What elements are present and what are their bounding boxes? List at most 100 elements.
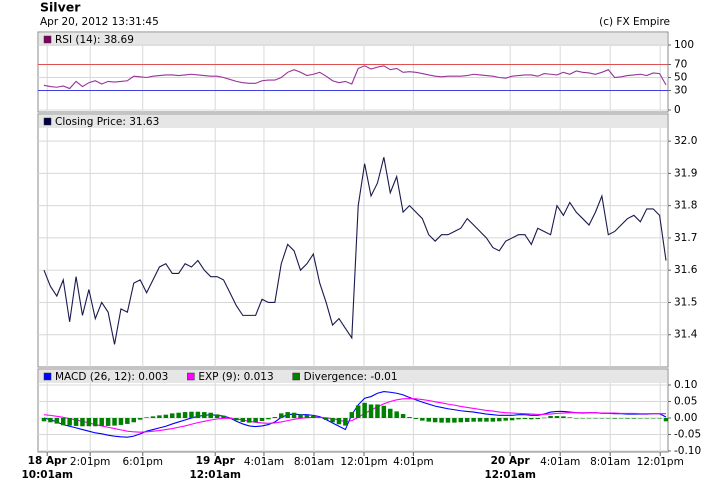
bar — [529, 418, 534, 420]
bar — [400, 414, 406, 418]
bar — [426, 418, 431, 422]
bar — [612, 418, 617, 419]
bar — [195, 411, 201, 418]
chart-title: Silver — [40, 0, 81, 15]
bar — [304, 415, 310, 418]
x-tick-label: 4:01am — [244, 456, 284, 468]
y-tick-label: 31.7 — [674, 232, 697, 244]
bar — [375, 404, 380, 418]
bar — [234, 418, 239, 421]
bar — [567, 417, 573, 418]
legend-label: MACD (26, 12): 0.003 — [55, 371, 168, 383]
bar — [407, 417, 412, 418]
bar — [99, 418, 104, 426]
bar — [93, 418, 98, 427]
x-tick-label: 4:01am — [540, 456, 580, 468]
bar — [182, 412, 188, 418]
bar — [388, 408, 393, 418]
bar — [240, 418, 246, 422]
bar — [394, 411, 399, 418]
y-tick-label: 100 — [674, 39, 694, 51]
bar — [86, 418, 92, 427]
y-tick-label: 0 — [674, 104, 681, 116]
legend-label: RSI (14): 38.69 — [55, 34, 134, 46]
legend-swatch — [292, 372, 300, 381]
bar — [170, 413, 175, 418]
y-tick-label: 31.5 — [674, 296, 697, 308]
bar — [221, 415, 226, 418]
bar — [298, 414, 303, 418]
bar — [349, 412, 355, 418]
bar — [279, 413, 284, 418]
x-tick-label: 12:01pm — [340, 456, 387, 468]
bar — [259, 418, 265, 421]
bar — [439, 418, 444, 423]
bar — [272, 417, 278, 418]
legend-swatch — [43, 117, 52, 126]
bar — [420, 418, 425, 421]
bar — [246, 418, 252, 423]
bar — [330, 418, 335, 423]
y-tick-label: 30 — [674, 85, 687, 97]
bar — [554, 416, 560, 418]
bar — [535, 418, 540, 419]
bar — [144, 417, 149, 418]
x-tick-label: 12:01pm — [637, 456, 684, 468]
bar — [105, 418, 111, 426]
y-tick-label: 0.10 — [674, 379, 697, 391]
legend-label: Divergence: -0.01 — [304, 371, 398, 383]
panel-header — [39, 115, 667, 128]
copyright: (c) FX Empire — [599, 16, 670, 28]
bar — [625, 418, 630, 419]
bar — [541, 417, 547, 419]
bar — [189, 411, 194, 418]
bar — [497, 418, 502, 422]
bar — [599, 418, 605, 419]
timestamp: Apr 20, 2012 13:31:45 — [40, 16, 159, 28]
bar — [586, 418, 592, 419]
bar — [323, 418, 329, 420]
legend-label: Closing Price: 31.63 — [55, 116, 159, 128]
bar — [253, 418, 258, 423]
y-tick-label: 0.00 — [674, 412, 697, 424]
bar — [638, 418, 643, 419]
x-tick-label: 8:01am — [294, 456, 334, 468]
bar — [227, 417, 233, 419]
panel-header — [39, 370, 667, 383]
bar — [150, 416, 156, 418]
bar — [484, 418, 489, 422]
bar — [509, 418, 515, 421]
bar — [176, 412, 181, 418]
legend-label: EXP (9): 0.013 — [198, 371, 273, 383]
legend-swatch — [187, 372, 195, 381]
y-tick-label: 31.8 — [674, 200, 697, 212]
bar — [112, 418, 117, 426]
bar — [644, 418, 650, 419]
bar — [131, 418, 137, 423]
bar — [618, 418, 624, 419]
bar — [631, 418, 637, 419]
x-tick-label: 12:01am — [484, 469, 536, 481]
x-tick-label: 2:01pm — [70, 456, 110, 468]
bar — [580, 418, 585, 419]
bar — [54, 418, 60, 424]
y-tick-label: 31.4 — [674, 329, 698, 341]
bar — [522, 418, 528, 419]
bar — [163, 414, 169, 418]
bar — [458, 418, 464, 423]
bar — [362, 402, 367, 418]
x-date-label: 20 Apr — [491, 455, 531, 467]
bar — [80, 418, 85, 427]
bar — [41, 418, 47, 422]
bar — [490, 418, 496, 422]
x-tick-label: 12:01am — [189, 469, 241, 481]
bar — [355, 405, 361, 418]
panel-header — [39, 33, 667, 46]
y-tick-label: 50 — [674, 72, 687, 84]
bar — [125, 418, 130, 424]
bar — [516, 418, 521, 420]
bar — [464, 418, 470, 422]
legend-swatch — [43, 372, 52, 381]
bar — [663, 418, 669, 422]
